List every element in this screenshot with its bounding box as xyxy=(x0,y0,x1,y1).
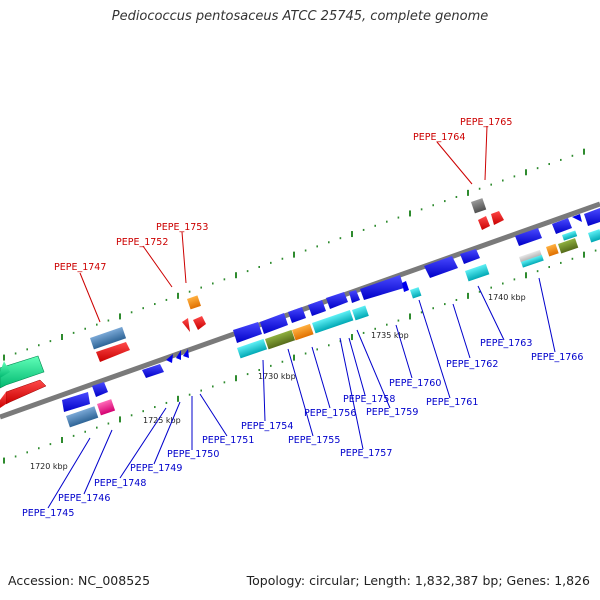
genome-title: Pediococcus pentosaceus ATCC 25745, comp… xyxy=(111,9,489,24)
gene-label-1747: PEPE_1747 xyxy=(54,262,106,273)
gene-label-1757: PEPE_1757 xyxy=(340,448,392,459)
gene-label-1746: PEPE_1746 xyxy=(58,493,110,504)
gene-label-1749: PEPE_1749 xyxy=(130,463,182,474)
bottom-leaders xyxy=(47,277,556,509)
gene-label-1745: PEPE_1745 xyxy=(22,508,74,519)
gene-label-1763: PEPE_1763 xyxy=(480,338,532,349)
gene-label-1754: PEPE_1754 xyxy=(241,421,293,432)
ruler-label-1735: 1735 kbp xyxy=(371,331,409,340)
gene-label-1762: PEPE_1762 xyxy=(446,359,498,370)
gene-label-1765: PEPE_1765 xyxy=(460,117,512,128)
gene-label-1760: PEPE_1760 xyxy=(389,378,441,389)
gene-label-1766: PEPE_1766 xyxy=(531,352,583,363)
ruler-label-1720: 1720 kbp xyxy=(30,462,68,471)
top-leaders xyxy=(79,125,488,323)
gene-label-1750: PEPE_1750 xyxy=(167,449,219,460)
genome-summary-text: Topology: circular; Length: 1,832,387 bp… xyxy=(246,573,590,588)
gene-label-1755: PEPE_1755 xyxy=(288,435,340,446)
gene-label-1753: PEPE_1753 xyxy=(156,222,208,233)
gene-label-1752: PEPE_1752 xyxy=(116,237,168,248)
gene-label-1758: PEPE_1758 xyxy=(343,394,395,405)
gene-label-1756: PEPE_1756 xyxy=(304,408,356,419)
accession-text: Accession: NC_008525 xyxy=(8,573,151,588)
ruler-label-1730: 1730 kbp xyxy=(258,372,296,381)
gene-label-1759: PEPE_1759 xyxy=(366,407,418,418)
gene-label-1751: PEPE_1751 xyxy=(202,435,254,446)
gene-label-1764: PEPE_1764 xyxy=(413,132,465,143)
ruler-label-1740: 1740 kbp xyxy=(488,293,526,302)
gene-label-1761: PEPE_1761 xyxy=(426,397,478,408)
ruler-label-1725: 1725 kbp xyxy=(143,416,181,425)
gene-label-1748: PEPE_1748 xyxy=(94,478,146,489)
gene-shapes xyxy=(0,198,600,428)
